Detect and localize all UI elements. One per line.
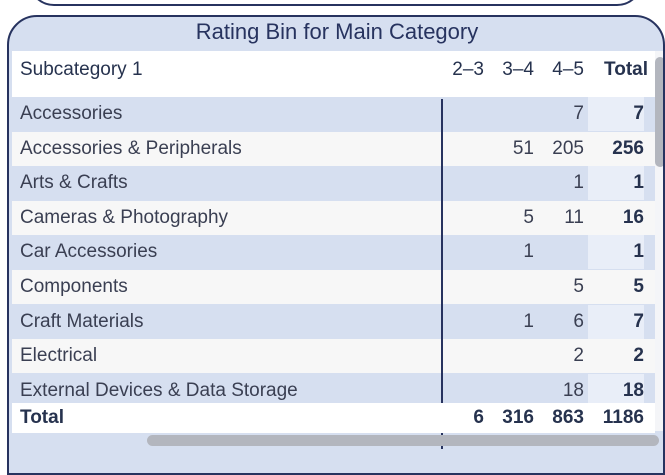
row-total-cell: 18 <box>588 374 644 408</box>
value-cell: 11 <box>564 207 584 228</box>
value-cell <box>442 270 484 304</box>
value-cell: 6 <box>573 311 584 332</box>
totals-row-label: Total <box>20 407 64 428</box>
table-row[interactable]: External Devices & Data Storage 18 18 <box>12 374 655 408</box>
column-header-4-5[interactable]: 4–5 <box>552 59 584 80</box>
value-cell <box>442 235 484 269</box>
row-label: Accessories & Peripherals <box>20 138 242 159</box>
table-row[interactable]: Arts & Crafts 1 1 <box>12 166 655 200</box>
row-label: Accessories <box>20 103 123 124</box>
row-header-label[interactable]: Subcategory 1 <box>20 59 143 80</box>
visual-title: Rating Bin for Main Category <box>195 19 479 44</box>
totals-4-5: 863 <box>552 407 584 428</box>
grand-total: 1186 <box>602 407 644 428</box>
totals-2-3: 6 <box>473 407 484 428</box>
column-header-row: Subcategory 1 2–3 3–4 4–5 Total <box>12 51 655 99</box>
value-cell: 2 <box>573 345 584 366</box>
value-cell <box>442 97 484 131</box>
table-row[interactable]: Accessories 7 7 <box>12 97 655 131</box>
vertical-scrollbar[interactable] <box>655 51 663 431</box>
value-cell <box>492 97 534 131</box>
row-total-cell: 256 <box>588 132 644 166</box>
row-label: Components <box>20 276 128 297</box>
horizontal-scrollbar-thumb[interactable] <box>147 435 659 446</box>
value-cell: 1 <box>523 241 534 262</box>
column-header-3-4[interactable]: 3–4 <box>502 59 534 80</box>
vertical-scrollbar-thumb[interactable] <box>655 57 663 167</box>
row-total-cell: 16 <box>588 201 644 235</box>
row-label: Craft Materials <box>20 311 144 332</box>
row-label: External Devices & Data Storage <box>20 380 298 401</box>
row-label: Electrical <box>20 345 98 366</box>
totals-row: Total 6 316 863 1186 <box>12 403 655 433</box>
value-cell: 1 <box>523 311 534 332</box>
row-total-cell: 7 <box>588 97 644 131</box>
value-cell <box>442 166 484 200</box>
matrix-visual[interactable]: Rating Bin for Main Category Subcategory… <box>7 15 665 475</box>
table-row[interactable]: Electrical 2 2 <box>12 339 655 373</box>
table-row[interactable]: Car Accessories 1 1 <box>12 235 655 269</box>
row-label: Cameras & Photography <box>20 207 229 228</box>
value-cell: 1 <box>573 172 584 193</box>
totals-3-4: 316 <box>502 407 534 428</box>
previous-visual-card <box>28 0 643 6</box>
value-cell: 7 <box>573 103 584 124</box>
table-row[interactable]: Components 5 5 <box>12 270 655 304</box>
value-cell <box>492 166 534 200</box>
value-cell: 51 <box>512 138 534 159</box>
row-total-cell: 2 <box>588 339 644 373</box>
value-cell <box>442 132 484 166</box>
row-total-cell: 5 <box>588 270 644 304</box>
value-cell: 5 <box>523 207 534 228</box>
value-cell: 5 <box>573 276 584 297</box>
column-header-total[interactable]: Total <box>604 59 648 80</box>
table-row[interactable]: Craft Materials 1 6 7 <box>12 305 655 339</box>
value-cell <box>442 201 484 235</box>
value-cell <box>542 235 584 269</box>
row-label: Arts & Crafts <box>20 172 128 193</box>
row-total-cell: 1 <box>588 235 644 269</box>
table-row[interactable]: Accessories & Peripherals 51 205 256 <box>12 132 655 166</box>
value-cell: 18 <box>562 380 584 401</box>
value-cell: 205 <box>552 138 584 159</box>
table-row[interactable]: Cameras & Photography 5 11 16 <box>12 201 655 235</box>
row-total-cell: 1 <box>588 166 644 200</box>
value-cell <box>442 339 484 373</box>
row-label: Car Accessories <box>20 241 158 262</box>
value-cell <box>442 305 484 339</box>
column-header-2-3[interactable]: 2–3 <box>452 59 484 80</box>
row-header-divider <box>441 99 443 449</box>
value-cell <box>492 339 534 373</box>
row-total-cell: 7 <box>588 305 644 339</box>
value-cell <box>492 270 534 304</box>
